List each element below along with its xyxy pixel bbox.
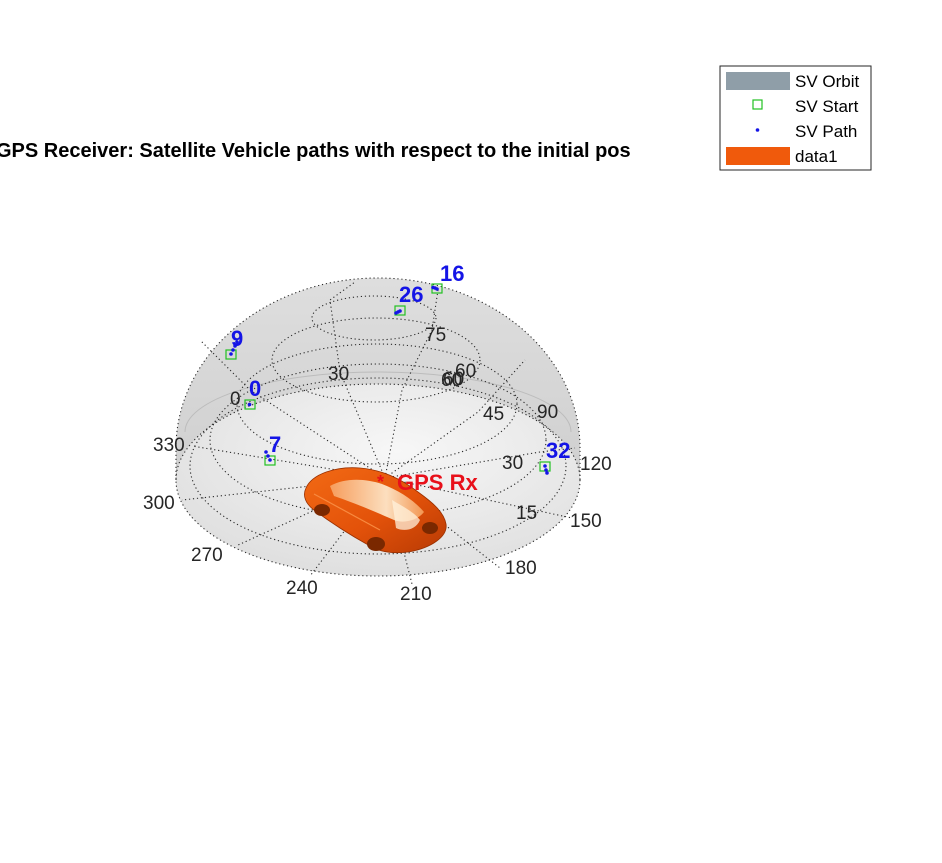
azimuth-label-120: 120 [580, 454, 612, 475]
azimuth-spoke-90 [384, 359, 526, 479]
legend-item-sv-path: SV Path [755, 122, 857, 141]
azimuth-spoke-270 [235, 477, 386, 547]
sv-path-point [545, 471, 549, 475]
sv-start-swatch [752, 99, 763, 110]
azimuth-labels: 0 30 60 90 120 150 180 210 240 270 300 3… [143, 364, 612, 605]
sv-label: 0 [249, 376, 261, 401]
sv-label: 32 [546, 438, 570, 463]
azimuth-spoke-60 [384, 289, 439, 479]
sv-path-point [266, 454, 270, 458]
sv-path-swatch [755, 128, 760, 132]
satellite-9: 9 [225, 326, 243, 360]
legend-label: SV Start [795, 97, 859, 116]
sv-label: 9 [231, 326, 243, 351]
legend-item-sv-orbit: SV Orbit [726, 72, 860, 91]
azimuth-label-0: 0 [230, 389, 241, 410]
legend-label: data1 [795, 147, 838, 166]
sv-start-marker [394, 305, 406, 316]
elevation-label-45: 45 [483, 404, 504, 425]
elevation-ring-45 [236, 343, 518, 465]
sv-path-point [431, 285, 435, 290]
elevation-ring-0 [175, 383, 581, 577]
azimuth-label-330: 330 [153, 435, 185, 456]
azimuth-spoke-120 [384, 447, 576, 479]
car-icon [304, 467, 447, 554]
azimuth-spoke-0 [199, 339, 386, 479]
legend-label: SV Path [795, 122, 857, 141]
sv-start-marker [225, 349, 237, 360]
gps-receiver: * GPS Rx [377, 470, 478, 495]
sv-path-point [229, 352, 233, 356]
sv-label: 7 [269, 432, 281, 457]
sv-path-point [543, 464, 547, 468]
sv-label: 26 [399, 282, 423, 307]
sv-path-point [544, 468, 548, 472]
sv-start-marker [244, 399, 256, 410]
sv-path-point [231, 348, 235, 352]
dome-back-rim [184, 371, 572, 433]
sv-label: 16 [440, 261, 464, 286]
sv-orbit-swatch [726, 72, 790, 90]
satellite-7: 7 [264, 432, 281, 466]
elevation-ring-15 [189, 377, 567, 555]
elevation-label-60-secondary: 60 [443, 369, 464, 390]
satellite-32: 32 [539, 438, 570, 475]
elevation-label-60: 60 [455, 361, 476, 382]
azimuth-label-30: 30 [328, 364, 349, 385]
elevation-label-30: 30 [502, 453, 523, 474]
legend: SV Orbit SV Start SV Path data1 [719, 65, 872, 171]
elevation-ring-60 [271, 317, 481, 403]
satellite-16: 16 [431, 261, 464, 294]
receiver-label: GPS Rx [397, 470, 478, 495]
elevation-ring-75 [311, 295, 437, 341]
sv-start-marker [264, 455, 276, 466]
satellites: 16 26 9 0 7 [225, 261, 570, 475]
elevation-label-15: 15 [516, 503, 537, 524]
azimuth-label-300: 300 [143, 493, 175, 514]
satellite-26: 26 [394, 282, 423, 316]
sv-path-point [247, 402, 252, 407]
satellite-0: 0 [244, 376, 261, 410]
azimuth-label-270: 270 [191, 545, 223, 566]
sv-path-point [235, 340, 239, 344]
elevation-ring-30 [209, 363, 547, 517]
sv-path-point [264, 450, 268, 454]
elevation-labels: 15 30 45 60 75 60 [425, 325, 537, 524]
receiver-marker: * [377, 472, 384, 492]
legend-label: SV Orbit [795, 72, 860, 91]
dome-outline [175, 277, 581, 480]
azimuth-label-180: 180 [505, 558, 537, 579]
chart-title: GPS Receiver: Satellite Vehicle paths wi… [0, 140, 631, 162]
legend-item-data1: data1 [726, 147, 838, 166]
azimuth-label-90: 90 [537, 402, 558, 423]
elevation-label-75: 75 [425, 325, 446, 346]
data1-swatch [726, 147, 790, 165]
sv-path-point [394, 311, 398, 315]
azimuth-label-240: 240 [286, 578, 318, 599]
sv-path-point [268, 458, 272, 462]
legend-item-sv-start: SV Start [752, 97, 859, 116]
azimuth-label-60: 60 [441, 370, 462, 391]
sv-path-point [233, 344, 237, 348]
azimuth-label-210: 210 [400, 584, 432, 605]
azimuth-label-150: 150 [570, 511, 602, 532]
